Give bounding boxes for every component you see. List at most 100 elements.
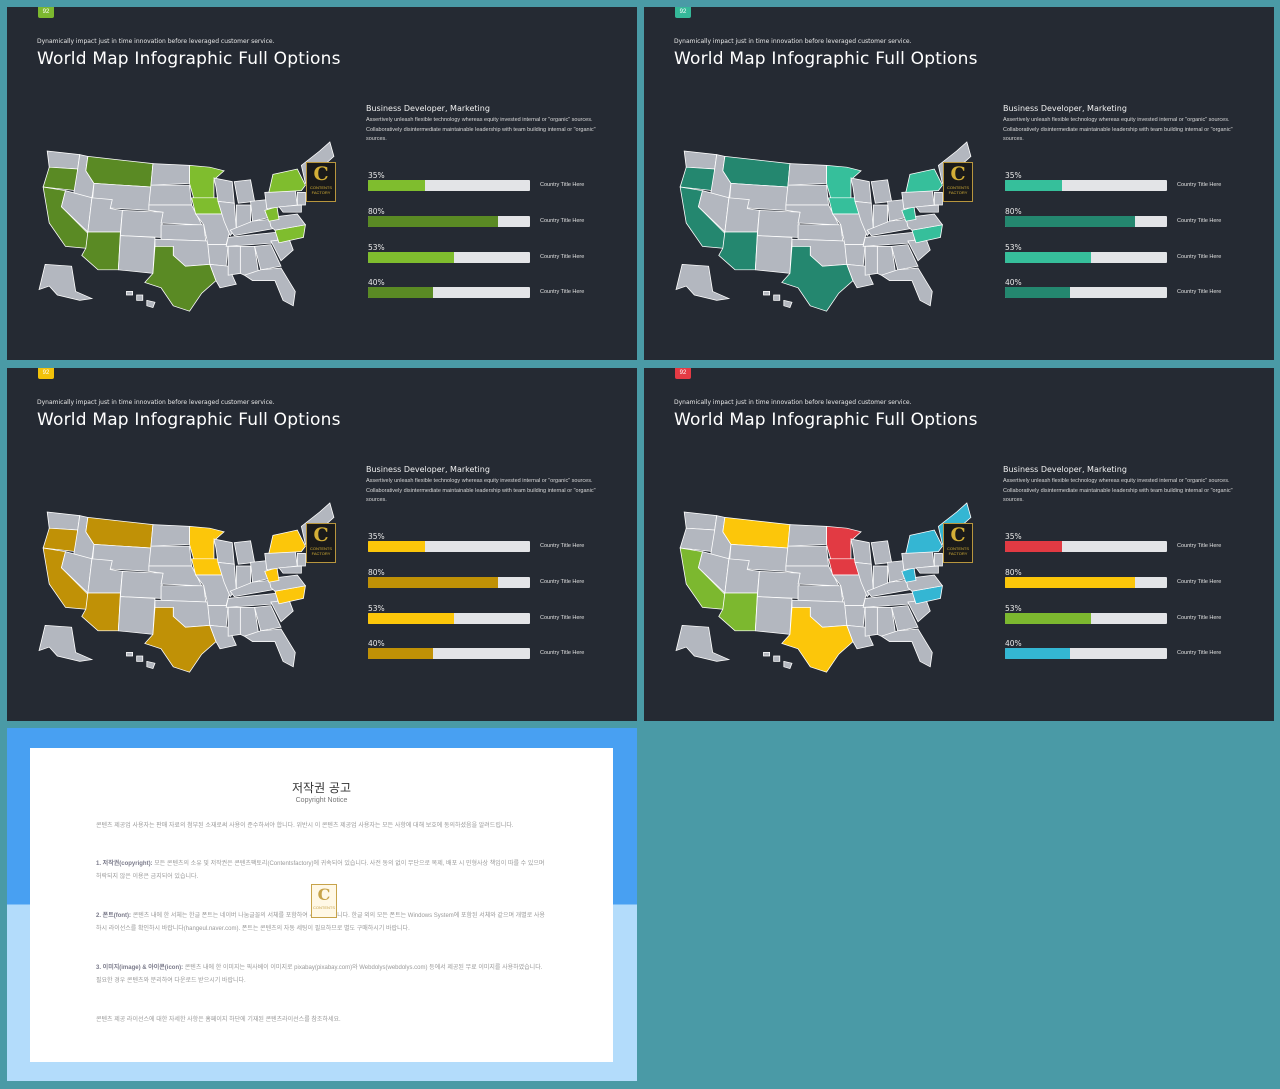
state-ne bbox=[785, 204, 840, 226]
logo-text: CONTENTS FACTORY bbox=[947, 546, 969, 556]
state-ms bbox=[864, 246, 878, 276]
slide-title: World Map Infographic Full Options bbox=[674, 410, 978, 430]
slide-subtitle: Dynamically impact just in time innovati… bbox=[674, 38, 912, 45]
state-mt bbox=[85, 516, 154, 549]
state-wa bbox=[683, 511, 718, 531]
state-md bbox=[278, 565, 302, 574]
notice-title: 저작권 공고 bbox=[291, 781, 351, 795]
state-wa bbox=[683, 150, 718, 170]
page-number-badge: 92 bbox=[38, 7, 54, 18]
page-number-badge: 92 bbox=[38, 368, 54, 379]
progress-row-1: 35% Country Title Here bbox=[1005, 171, 1265, 191]
state-sd bbox=[785, 184, 830, 206]
progress-percent: 53% bbox=[1005, 243, 1022, 252]
state-nd bbox=[150, 163, 190, 186]
progress-track bbox=[1005, 541, 1167, 552]
usa-map bbox=[38, 502, 335, 673]
contents-factory-logo: C CONTENTS FACTORY bbox=[943, 523, 973, 563]
state-mi bbox=[870, 540, 893, 565]
state-nd bbox=[787, 163, 827, 186]
progress-fill bbox=[1005, 541, 1062, 552]
copyright-notice-card: 저작권 공고 Copyright Notice 콘텐츠 제공업 사용자는 판매 … bbox=[30, 748, 613, 1062]
usa-map bbox=[675, 141, 972, 312]
slide-3: 92 Dynamically impact just in time innov… bbox=[7, 368, 637, 721]
state-ar bbox=[844, 244, 866, 267]
progress-fill bbox=[368, 180, 425, 191]
progress-label: Country Title Here bbox=[540, 615, 585, 621]
state-ga bbox=[891, 244, 919, 271]
state-md bbox=[278, 204, 302, 213]
state-ny bbox=[905, 168, 943, 193]
logo-text: CONTENTS FACTORY bbox=[947, 185, 969, 195]
state-md bbox=[915, 565, 939, 574]
progress-label: Country Title Here bbox=[540, 543, 585, 549]
progress-fill bbox=[1005, 287, 1070, 298]
state-ms bbox=[227, 607, 241, 637]
notice-paragraph-2: 2. 폰트(font): 콘텐츠 내에 한 서체는 한글 폰트는 네이버 나눔글… bbox=[96, 910, 549, 935]
progress-label: Country Title Here bbox=[540, 254, 585, 260]
notice-outro: 콘텐츠 제공 라이선스에 대한 자세한 사항은 홈페이지 하단에 기재된 콘텐츠… bbox=[96, 1017, 341, 1023]
progress-fill bbox=[368, 216, 498, 227]
state-ny bbox=[268, 168, 306, 193]
page-number-badge: 92 bbox=[675, 7, 691, 18]
state-ny bbox=[905, 529, 943, 554]
info-heading: Business Developer, Marketing bbox=[1003, 465, 1127, 474]
state-ks bbox=[160, 585, 207, 603]
progress-row-3: 53% Country Title Here bbox=[1005, 243, 1265, 263]
progress-percent: 40% bbox=[1005, 278, 1022, 287]
progress-percent: 53% bbox=[368, 243, 385, 252]
contents-factory-logo: C CONTENTS FACTORY bbox=[306, 523, 336, 563]
progress-row-2: 80% Country Title Here bbox=[368, 207, 628, 227]
logo-letter: C bbox=[313, 524, 329, 546]
progress-percent: 80% bbox=[1005, 207, 1022, 216]
slide-subtitle: Dynamically impact just in time innovati… bbox=[674, 399, 912, 406]
state-or bbox=[679, 527, 716, 553]
state-sd bbox=[148, 184, 193, 206]
state-fl bbox=[880, 628, 933, 668]
progress-track bbox=[1005, 287, 1167, 298]
usa-map bbox=[38, 141, 335, 312]
progress-track bbox=[1005, 648, 1167, 659]
notice-watermark-logo: C CONTENTS bbox=[311, 884, 337, 918]
state-ks bbox=[797, 224, 844, 242]
state-az bbox=[718, 592, 758, 632]
logo-letter: C bbox=[950, 524, 966, 546]
progress-label: Country Title Here bbox=[1177, 615, 1222, 621]
notice-logo-text: CONTENTS bbox=[313, 905, 335, 910]
state-wa bbox=[46, 511, 81, 531]
slide-4: 92 Dynamically impact just in time innov… bbox=[644, 368, 1274, 721]
state-ny bbox=[268, 529, 306, 554]
progress-percent: 35% bbox=[368, 171, 385, 180]
progress-track bbox=[1005, 613, 1167, 624]
state-hi bbox=[763, 652, 793, 670]
progress-label: Country Title Here bbox=[1177, 650, 1222, 656]
state-ne bbox=[148, 565, 203, 587]
state-nd bbox=[150, 524, 190, 547]
slide-1: 92 Dynamically impact just in time innov… bbox=[7, 7, 637, 360]
state-nj bbox=[296, 553, 306, 567]
state-nm bbox=[754, 235, 793, 274]
state-az bbox=[81, 592, 121, 632]
progress-percent: 40% bbox=[368, 639, 385, 648]
progress-percent: 40% bbox=[1005, 639, 1022, 648]
notice-p1-head: 1. 저작권(copyright): bbox=[96, 861, 153, 867]
progress-label: Country Title Here bbox=[540, 182, 585, 188]
state-co bbox=[756, 210, 801, 238]
state-hi bbox=[763, 291, 793, 309]
progress-fill bbox=[368, 287, 433, 298]
copyright-slide: 저작권 공고 Copyright Notice 콘텐츠 제공업 사용자는 판매 … bbox=[7, 728, 637, 1081]
state-fl bbox=[243, 267, 296, 307]
state-tx bbox=[781, 607, 854, 673]
notice-p3-head: 3. 이미지(image) & 아이콘(icon): bbox=[96, 965, 184, 971]
state-nm bbox=[754, 596, 793, 635]
state-mt bbox=[722, 516, 791, 549]
progress-row-2: 80% Country Title Here bbox=[368, 568, 628, 588]
state-ne bbox=[785, 565, 840, 587]
progress-percent: 35% bbox=[1005, 171, 1022, 180]
progress-percent: 80% bbox=[1005, 568, 1022, 577]
state-md bbox=[915, 204, 939, 213]
notice-logo-letter: C bbox=[317, 885, 331, 904]
state-mi bbox=[870, 179, 893, 204]
progress-fill bbox=[1005, 613, 1091, 624]
state-mi bbox=[233, 179, 256, 204]
